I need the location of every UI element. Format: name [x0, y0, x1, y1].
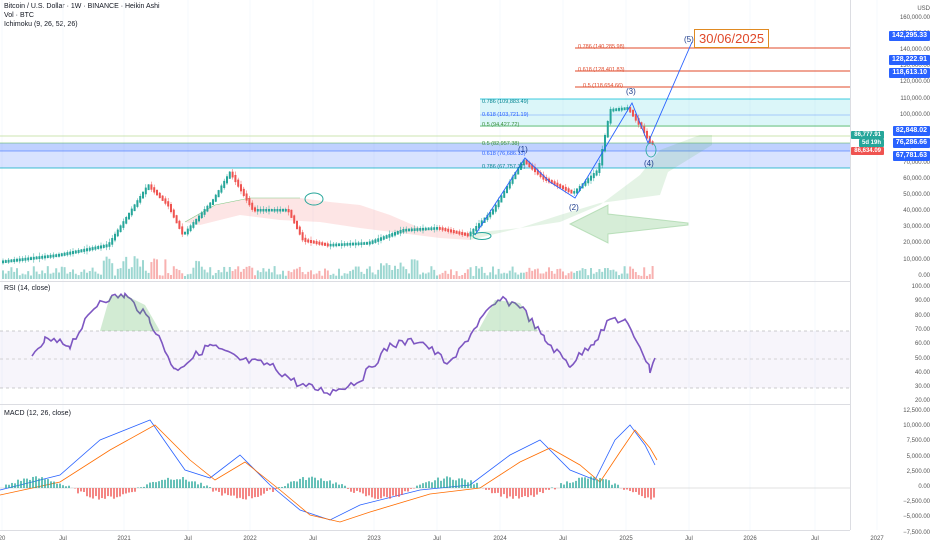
- elliott-wave-path: [474, 41, 693, 236]
- price-tag: 118,613.10: [889, 68, 930, 78]
- price-tag: 82,848.02: [892, 126, 930, 136]
- big-green-arrow: [568, 204, 689, 244]
- axis-tick-label: 0.00: [918, 272, 930, 279]
- axis-tick-label: 100.00: [911, 284, 930, 290]
- time-tick-label: Jul: [184, 536, 192, 542]
- axis-tick-label: 90.00: [914, 298, 930, 305]
- time-tick-label: Jul: [559, 536, 567, 542]
- axis-tick-label: 110,000.00: [900, 95, 930, 102]
- currency-label: USD: [917, 6, 930, 12]
- time-tick-label: 2025: [619, 536, 633, 542]
- wave-label-5: (5): [684, 35, 694, 44]
- ichimoku-legend[interactable]: Ichimoku (9, 26, 52, 26): [4, 21, 78, 28]
- axis-tick-label: 0.00: [918, 484, 930, 490]
- axis-tick-label: 30.00: [914, 384, 930, 391]
- fib-label: 0.786 (67,757.32): [482, 164, 526, 170]
- pane-divider-time: [0, 530, 850, 531]
- axis-tick-label: 7,500.00: [906, 438, 930, 445]
- fib-label: 0.5 (118,654.66): [583, 83, 623, 89]
- price-tag: 67,781.63: [892, 151, 930, 161]
- fib-label: 0.618 (128,401.83): [578, 67, 625, 73]
- fib-zone-lower-top: [0, 143, 850, 151]
- axis-tick-label: 80.00: [914, 312, 930, 319]
- time-tick-label: Jul: [309, 536, 317, 542]
- time-tick-label: Jul: [685, 536, 693, 542]
- fib-zone-lower: [0, 143, 850, 168]
- marker-ellipse-w4: [645, 142, 657, 158]
- pane-divider-macd[interactable]: [0, 404, 850, 405]
- symbol-title[interactable]: Bitcoin / U.S. Dollar · 1W · BINANCE · H…: [4, 3, 160, 10]
- axis-tick-label: 100,000.00: [899, 111, 930, 118]
- marker-ellipse-bottom: [472, 232, 492, 240]
- axis-tick-label: 140,000.00: [899, 47, 930, 54]
- axis-tick-label: 70,000.00: [903, 159, 930, 166]
- axis-tick-label: 10,000.00: [903, 256, 930, 263]
- axis-tick-label: 30,000.00: [903, 224, 930, 231]
- last-price-tag: 86,777.91: [851, 131, 884, 139]
- axis-tick-label: 20,000.00: [903, 240, 930, 247]
- time-tick-label: Jul: [811, 536, 819, 542]
- price-tag: 128,222.91: [888, 55, 930, 65]
- time-tick-label: 2024: [493, 536, 507, 542]
- axis-tick-label: −2,500.00: [903, 499, 930, 506]
- axis-tick-label: 2,500.00: [906, 468, 930, 475]
- price-tag-target: 142,295.33: [888, 31, 930, 41]
- axis-tick-label: 130,000.00: [899, 63, 930, 70]
- time-tick-label: 2023: [367, 536, 381, 542]
- rsi-band: [0, 331, 850, 388]
- axis-tick-label: 60,000.00: [903, 176, 930, 182]
- time-tick-label: 2027: [870, 536, 884, 542]
- fib-label: 0.618 (103,721.19): [482, 112, 529, 118]
- chart-legend: Bitcoin / U.S. Dollar · 1W · BINANCE · H…: [4, 2, 160, 29]
- wave-label-3: (3): [626, 87, 636, 96]
- macd-title[interactable]: MACD (12, 26, close): [4, 410, 71, 417]
- axis-tick-label: 120,000.00: [899, 79, 930, 86]
- axis-tick-label: 12,500.00: [903, 408, 930, 414]
- axis-tick-label: −5,000.00: [903, 514, 930, 521]
- axis-tick-label: 40,000.00: [903, 208, 930, 215]
- wave-label-1: (1): [518, 145, 528, 154]
- axis-tick-label: 40.00: [914, 369, 930, 376]
- wave-label-4: (4): [644, 159, 654, 168]
- axis-tick-label: −7,500.00: [903, 529, 930, 536]
- time-tick-label: 2022: [243, 536, 257, 542]
- axis-divider: [850, 0, 851, 530]
- axis-tick-label: 60.00: [914, 341, 930, 348]
- time-tick-label: Jul: [59, 536, 67, 542]
- axis-tick-label: 70.00: [914, 326, 930, 333]
- axis-tick-label: 20.00: [914, 398, 930, 405]
- axis-tick-label: 10,000.00: [903, 423, 930, 430]
- time-tick-label: Jul: [433, 536, 441, 542]
- axis-tick-label: 5,000.00: [906, 453, 930, 460]
- low-price-tag: 86,634.09: [851, 147, 884, 155]
- time-tick-label: 2026: [743, 536, 757, 542]
- fib-label: 0.786 (140,285.98): [578, 44, 625, 50]
- fib-label: 0.5 (94,427.72): [482, 122, 520, 128]
- rsi-title[interactable]: RSI (14, close): [4, 285, 51, 292]
- axis-tick-label: 50.00: [914, 355, 930, 362]
- fib-label: 0.5 (82,957.38): [482, 141, 520, 147]
- wave-label-2: (2): [569, 203, 579, 212]
- price-tag: 76,286.66: [892, 138, 930, 148]
- volume-legend[interactable]: Vol · BTC: [4, 12, 34, 19]
- pane-divider-rsi[interactable]: [0, 281, 850, 282]
- target-date-box[interactable]: 30/06/2025: [694, 29, 770, 48]
- time-tick-label: 20: [0, 536, 6, 542]
- fib-label: 0.786 (109,883.49): [482, 99, 529, 105]
- axis-tick-label: 160,000.00: [899, 15, 930, 21]
- time-tick-label: 2021: [117, 536, 131, 542]
- axis-tick-label: 50,000.00: [903, 192, 930, 199]
- countdown-tag: 5d 19h: [858, 139, 884, 147]
- fib-label: 0.618 (76,686.13): [482, 151, 526, 157]
- marker-ellipse-top: [304, 192, 324, 206]
